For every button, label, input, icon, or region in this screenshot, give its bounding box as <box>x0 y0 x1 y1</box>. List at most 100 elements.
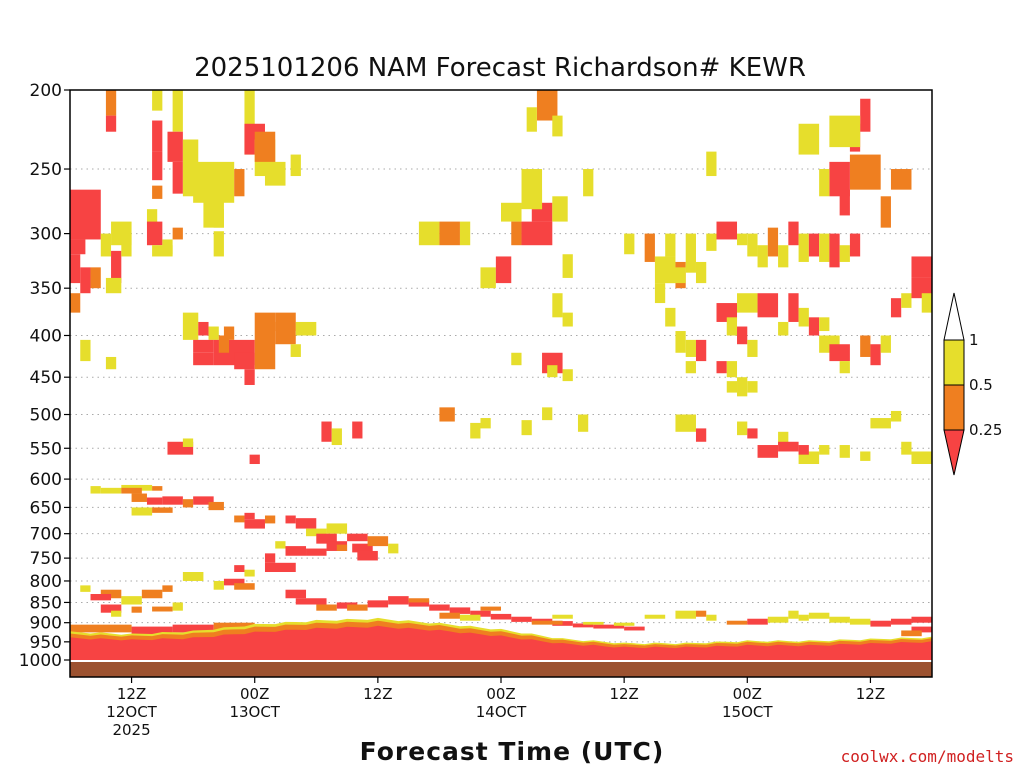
ri-cell <box>218 335 230 353</box>
ri-cell <box>111 250 122 284</box>
ri-cell <box>100 233 112 257</box>
ri-cell <box>388 543 399 554</box>
ri-cell <box>685 361 696 374</box>
ri-cell <box>685 233 696 273</box>
ri-cell <box>249 454 260 465</box>
ri-cell <box>880 335 891 353</box>
ri-cell <box>665 267 686 284</box>
ri-cell <box>737 326 748 345</box>
ri-cell <box>890 169 912 190</box>
y-tick-label: 400 <box>30 326 62 346</box>
ri-cell <box>105 277 122 294</box>
ri-cell <box>665 307 676 327</box>
ri-cell <box>152 120 163 152</box>
ri-cell <box>767 227 779 257</box>
ri-cell <box>70 189 101 240</box>
ri-cell <box>254 131 276 162</box>
ri-cell <box>193 496 214 505</box>
ri-cell <box>80 339 91 362</box>
x-tick-label: 12Z <box>856 685 885 703</box>
ri-cell <box>542 407 553 421</box>
x-tick-label: 12Z <box>609 685 638 703</box>
ri-cell <box>264 562 296 573</box>
ri-cell <box>716 221 738 240</box>
colorbar-tick-label: 0.5 <box>969 376 993 394</box>
ri-cell <box>552 293 563 318</box>
ri-cell <box>747 381 758 393</box>
y-tick-label: 350 <box>30 279 62 299</box>
ri-cell <box>572 623 594 628</box>
ri-cell <box>583 621 604 625</box>
ri-cell <box>747 428 758 439</box>
ri-cell <box>798 307 809 327</box>
x-tick-label: 00Z <box>486 685 515 703</box>
ri-cell <box>208 326 219 340</box>
y-tick-label: 300 <box>30 225 62 245</box>
ri-cell <box>105 90 117 116</box>
ri-cell <box>829 161 850 197</box>
ri-cell <box>357 550 378 561</box>
ri-cell <box>162 585 173 592</box>
ri-cell <box>264 553 276 563</box>
ri-cell <box>480 267 496 289</box>
ri-cell <box>234 515 245 523</box>
ri-cell <box>695 610 707 617</box>
ri-cell <box>685 339 696 357</box>
ri-cell <box>408 598 430 603</box>
ri-cell <box>829 233 840 268</box>
ri-cell <box>536 90 558 121</box>
ri-cell <box>480 418 491 429</box>
ri-cell <box>706 233 717 251</box>
y-tick-label: 550 <box>30 439 62 459</box>
ri-cell <box>819 169 830 197</box>
ri-cell <box>439 407 455 422</box>
ri-cell <box>295 598 327 605</box>
y-tick-label: 600 <box>30 470 62 490</box>
ri-cell <box>90 267 101 289</box>
ri-cell <box>849 154 881 190</box>
ri-cell <box>470 422 481 439</box>
colorbar-segment <box>943 292 965 341</box>
ri-cell <box>285 589 307 599</box>
ri-cell <box>172 227 183 240</box>
credit-text: coolwx.com/modelts <box>841 747 1014 766</box>
ri-cell <box>100 487 122 494</box>
ri-cell <box>213 231 224 257</box>
ri-cell <box>490 613 512 620</box>
ri-cell <box>352 543 373 553</box>
colorbar-tick-label: 1 <box>969 331 979 349</box>
ri-cell <box>675 331 686 353</box>
y-tick-label: 1000 <box>19 651 62 671</box>
ri-cell <box>70 254 81 284</box>
ri-cell <box>244 519 265 529</box>
ri-cell <box>321 421 332 442</box>
ri-cell <box>223 578 245 586</box>
ri-cell <box>141 589 163 599</box>
ri-cell <box>70 293 81 313</box>
ri-cell <box>767 616 789 623</box>
ri-cell <box>408 600 430 607</box>
ri-cell <box>788 610 799 619</box>
ri-cell <box>716 361 727 374</box>
ri-cell <box>131 493 147 502</box>
ri-cell <box>747 339 758 357</box>
ri-cell <box>849 233 861 257</box>
y-tick-label: 250 <box>30 160 62 180</box>
ri-cell <box>131 507 153 516</box>
ri-cell <box>495 256 512 284</box>
ri-cell <box>439 221 460 246</box>
ri-cell <box>695 261 707 284</box>
ri-cell <box>870 344 881 366</box>
ri-cell <box>737 233 748 246</box>
x-tick-label: 12Z <box>117 685 146 703</box>
ri-cell <box>901 441 912 455</box>
ri-cell <box>521 221 553 246</box>
ri-cell <box>521 420 532 436</box>
ri-cell <box>306 548 327 556</box>
y-tick-label: 750 <box>30 549 62 569</box>
ri-cell <box>121 487 142 494</box>
x-axis-label: Forecast Time (UTC) <box>360 737 665 766</box>
ri-cell <box>695 428 707 442</box>
ri-cell <box>152 507 173 513</box>
ri-cell <box>198 321 209 336</box>
